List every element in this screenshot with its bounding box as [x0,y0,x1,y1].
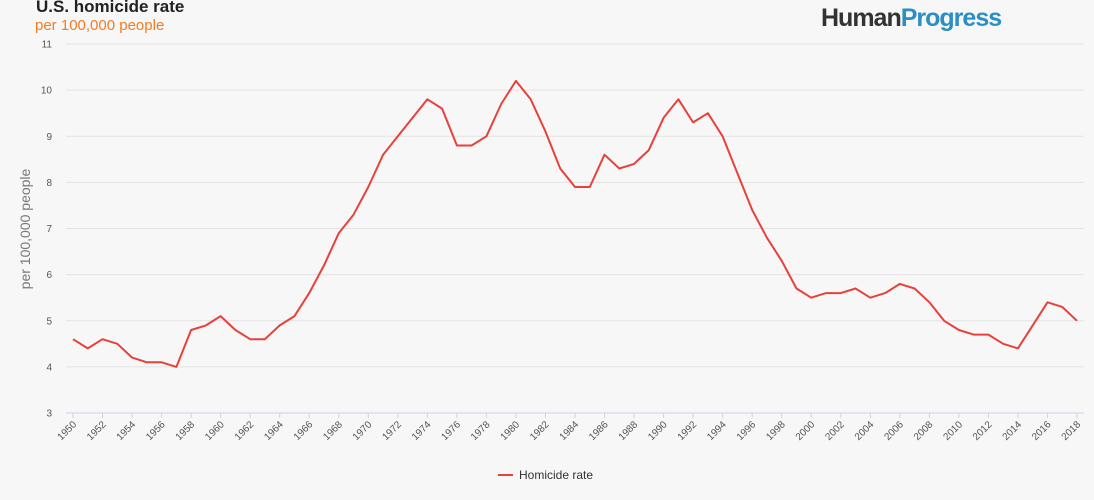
chart-title: U.S. homicide rate [36,0,185,16]
x-tick-label: 1966 [292,419,316,443]
x-tick-label: 1960 [203,419,227,443]
x-tick-label: 2016 [1030,419,1054,443]
y-tick-label: 3 [46,409,52,420]
logo-part-human: Human [821,4,902,32]
humanprogress-logo[interactable]: HumanProgress [821,4,1002,32]
grid-lines [66,43,1084,414]
x-tick-label: 1978 [469,419,493,443]
x-tick-label: 1992 [676,419,700,443]
x-tick-label: 2002 [823,419,847,443]
x-tick-label: 1982 [528,419,552,443]
y-tick-label: 9 [46,132,52,143]
x-tick-label: 1972 [380,419,404,443]
x-tick-label: 1976 [439,419,463,443]
x-tick-label: 2010 [941,419,965,443]
x-tick-label: 1964 [262,419,286,443]
x-tick-label: 1980 [499,419,523,443]
series-line-homicide-rate[interactable] [72,79,1078,368]
x-tick-label: 2000 [794,419,818,443]
y-tick-label: 8 [46,178,52,189]
x-axis: 1950 1952 1954 1956 1958 1960 1962 1964 1966 1968… [56,412,1084,443]
x-tick-label: 1956 [144,419,168,443]
x-tick-label: 2004 [853,419,877,443]
y-tick-label: 6 [46,270,52,281]
x-tick-label: 2018 [1060,419,1084,443]
x-tick-label: 1952 [85,419,109,443]
y-tick-label: 5 [46,316,52,327]
x-tick-label: 1954 [115,419,139,443]
legend[interactable]: Homicide rate [498,468,593,482]
x-tick-label: 2006 [882,419,906,443]
x-tick-label: 1962 [233,419,257,443]
x-tick-label: 1998 [764,419,788,443]
x-tick-label: 2014 [1001,419,1025,443]
x-tick-label: 1990 [646,419,670,443]
y-axis-ticks: 3 4 5 6 7 8 9 10 11 [41,40,53,420]
x-tick-label: 1996 [735,419,759,443]
x-tick-label: 1988 [617,419,641,443]
y-tick-label: 7 [46,224,52,235]
y-tick-label: 4 [46,362,52,373]
x-tick-label: 1970 [351,419,375,443]
x-tick-label: 1958 [174,419,198,443]
x-tick-label: 1984 [558,419,582,443]
x-tick-label: 1950 [56,419,80,443]
logo-part-progress: Progress [900,4,1002,32]
x-tick-label: 1986 [587,419,611,443]
y-tick-label: 10 [41,86,53,97]
x-tick-label: 1994 [705,419,729,443]
legend-label: Homicide rate [519,468,593,482]
y-axis-label: per 100,000 people [17,168,33,289]
y-tick-label: 11 [42,40,53,51]
x-tick-label: 1968 [321,419,345,443]
x-tick-label: 2008 [912,419,936,443]
series-lines[interactable] [72,79,1078,368]
x-tick-label: 1974 [410,419,434,443]
x-tick-label: 2012 [971,419,995,443]
chart-subtitle: per 100,000 people [35,17,165,34]
